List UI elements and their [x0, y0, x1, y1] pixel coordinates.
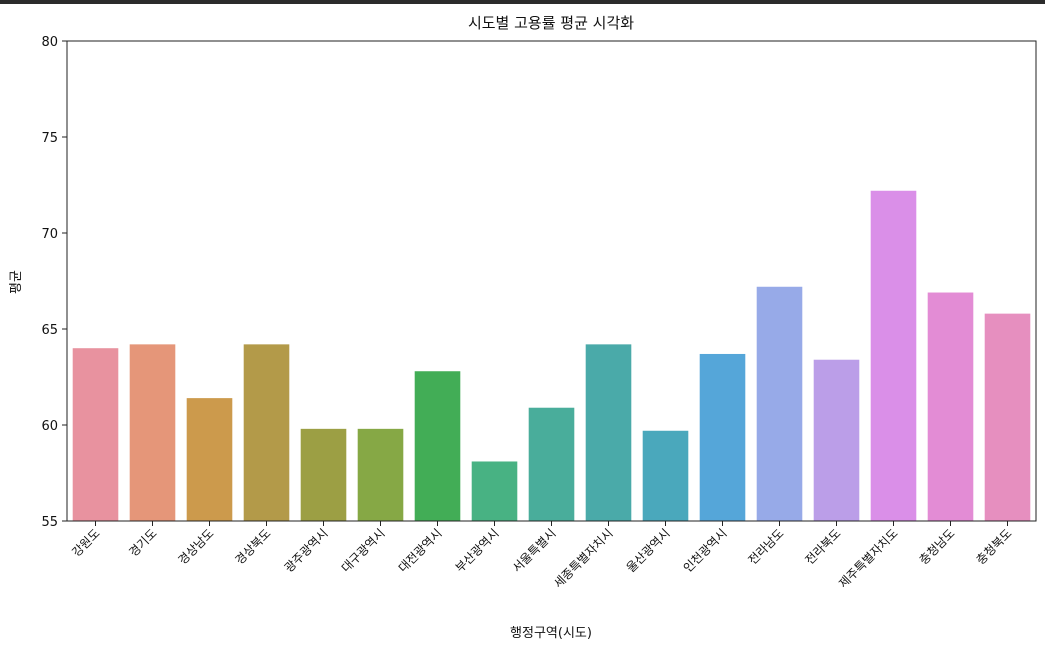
- bar-3: [186, 398, 233, 521]
- bar-14: [813, 359, 860, 521]
- bar-9: [528, 407, 575, 521]
- x-tick-label-15: 제주특별자치도: [836, 526, 901, 591]
- x-tick-label-5: 광주광역시: [282, 526, 331, 575]
- chart-title: 시도별 고용률 평균 시각화: [468, 14, 634, 32]
- bar-8: [471, 461, 518, 521]
- x-tick-label-8: 부산광역시: [453, 526, 502, 575]
- x-tick-label-16: 충청남도: [916, 526, 957, 567]
- y-tick-label-3: 65: [41, 323, 58, 338]
- x-tick-label-9: 서울특별시: [510, 526, 559, 575]
- bar-17: [984, 313, 1031, 521]
- x-tick-label-10: 세종특별자치시: [551, 526, 616, 591]
- y-tick-label-5: 75: [41, 131, 58, 146]
- bar-13: [756, 286, 803, 521]
- y-axis-label: 평균: [9, 270, 24, 294]
- x-tick-label-1: 강원도: [69, 526, 102, 559]
- y-tick-label-1: 55: [41, 515, 58, 530]
- y-tick-label-4: 70: [41, 227, 58, 242]
- bar-11: [642, 430, 689, 521]
- x-tick-label-4: 경상북도: [232, 526, 273, 567]
- bar-10: [585, 344, 632, 521]
- x-axis: 강원도 경기도 경상남도 경상북도 광주광역시 대구광역시 대전광역시 부산광역시 서울특별시세…: [69, 521, 1015, 591]
- bar-2: [129, 344, 176, 521]
- y-tick-label-2: 60: [41, 419, 58, 434]
- bar-1: [72, 348, 119, 521]
- x-tick-label-6: 대구광역시: [339, 526, 388, 575]
- x-tick-label-13: 전라남도: [745, 526, 786, 567]
- bar-4: [243, 344, 290, 521]
- bar-12: [699, 353, 746, 521]
- bar-15: [870, 190, 917, 521]
- x-tick-label-2: 경기도: [126, 526, 159, 559]
- bar-7: [414, 371, 461, 521]
- bar-16: [927, 292, 974, 521]
- bars-group: [72, 190, 1031, 521]
- x-tick-label-14: 전라북도: [802, 526, 843, 567]
- bar-6: [357, 428, 404, 521]
- y-axis: 55 60 65 70 75 80: [41, 35, 67, 530]
- top-strip: [0, 0, 1045, 4]
- x-tick-label-3: 경상남도: [175, 526, 216, 567]
- bar-5: [300, 428, 347, 521]
- x-tick-label-17: 충청북도: [973, 526, 1014, 567]
- x-tick-label-12: 인천광역시: [680, 526, 730, 576]
- x-tick-label-7: 대전광역시: [396, 526, 445, 575]
- x-axis-label: 행정구역(시도): [510, 625, 592, 641]
- y-tick-label-6: 80: [41, 35, 58, 50]
- x-tick-label-11: 울산광역시: [624, 526, 673, 575]
